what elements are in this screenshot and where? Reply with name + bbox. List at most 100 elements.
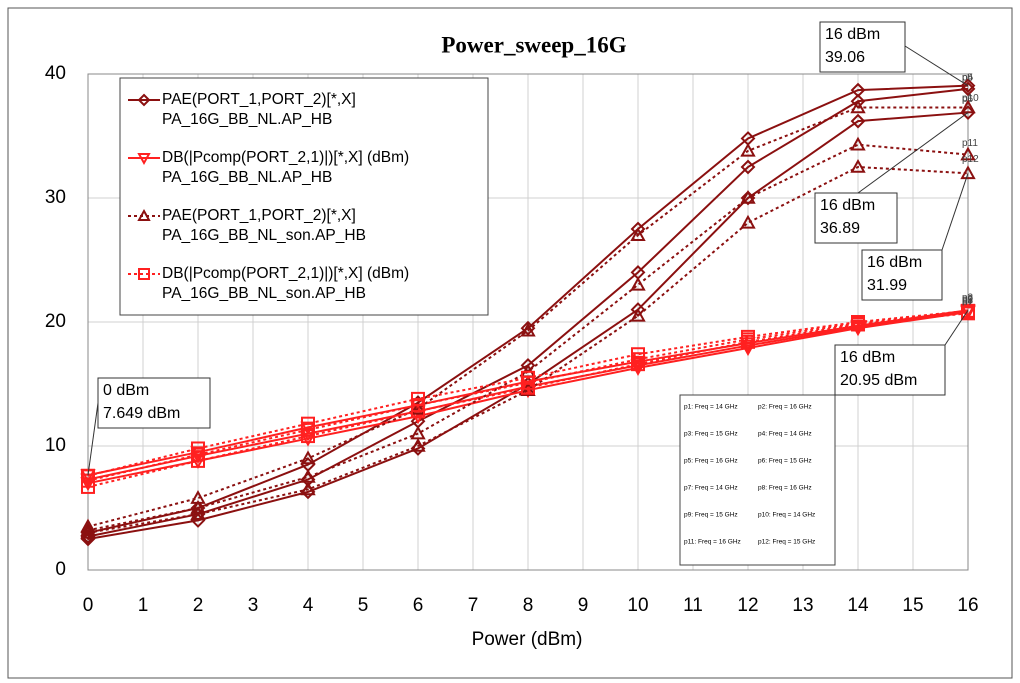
data-point xyxy=(740,142,756,157)
data-point xyxy=(740,189,756,204)
data-point xyxy=(850,136,866,151)
legend-source: PA_16G_BB_NL_son.AP_HB xyxy=(162,227,366,244)
annotation-leader xyxy=(941,173,969,251)
data-point xyxy=(411,404,425,419)
x-tick-label: 1 xyxy=(138,595,149,616)
annotation-leader xyxy=(904,45,969,87)
legend-box xyxy=(119,77,489,316)
annotation-box xyxy=(834,344,946,396)
marker-tag: p10 xyxy=(962,93,979,104)
series-line xyxy=(87,311,969,482)
marker-info: p9: Freq = 15 GHz xyxy=(684,512,738,519)
data-point xyxy=(960,81,976,97)
annotation-box xyxy=(97,377,211,429)
data-point xyxy=(631,357,645,372)
data-point xyxy=(190,446,206,461)
series-line xyxy=(87,312,969,488)
x-tick-label: 12 xyxy=(737,595,758,616)
data-point xyxy=(410,437,426,452)
data-point xyxy=(630,227,646,241)
marker-tag: p7 xyxy=(962,297,974,308)
annotation-text: 16 dBm xyxy=(840,349,895,366)
data-point xyxy=(630,362,646,376)
annotation-text: 36.89 xyxy=(820,220,860,237)
data-point xyxy=(851,317,865,332)
x-axis-label: Power (dBm) xyxy=(472,629,583,650)
legend-label: DB(|Pcomp(PORT_2,1)|)[*,X] (dBm) xyxy=(162,265,409,282)
data-point xyxy=(80,524,96,539)
data-point xyxy=(300,450,316,465)
data-point xyxy=(81,479,95,494)
annotation-box xyxy=(861,249,943,301)
data-point xyxy=(960,146,976,161)
data-point xyxy=(190,506,206,520)
y-tick-label: 30 xyxy=(45,187,66,208)
legend-marker xyxy=(138,268,150,280)
annotation-box xyxy=(814,192,898,244)
data-point xyxy=(741,334,755,349)
data-point xyxy=(630,302,646,318)
annotation-text: 31.99 xyxy=(867,277,907,294)
series-line xyxy=(87,106,968,528)
data-point xyxy=(960,165,976,180)
data-point xyxy=(850,113,866,129)
data-point xyxy=(850,158,866,173)
series-line xyxy=(87,309,969,477)
x-tick-label: 5 xyxy=(358,595,369,616)
marker-tag: p5 xyxy=(962,73,974,84)
marker-info: p4: Freq = 14 GHz xyxy=(758,431,812,438)
marker-tag: p11 xyxy=(962,138,978,149)
annotation-leader xyxy=(857,112,969,194)
marker-tag: p8 xyxy=(962,296,974,307)
x-tick-label: 16 xyxy=(957,595,978,616)
legend-label: DB(|Pcomp(PORT_2,1)|)[*,X] (dBm) xyxy=(162,149,409,166)
marker-tag: p12 xyxy=(962,154,979,165)
marker-info: p12: Freq = 15 GHz xyxy=(758,539,815,546)
x-tick-label: 7 xyxy=(468,595,479,616)
data-point xyxy=(520,322,536,337)
annotation-leader xyxy=(944,309,969,346)
marker-info: p6: Freq = 15 GHz xyxy=(758,458,812,465)
legend-source: PA_16G_BB_NL_son.AP_HB xyxy=(162,285,366,302)
annotation-text: 7.649 dBm xyxy=(103,405,180,422)
annotation-leader xyxy=(87,402,99,476)
legend-source: PA_16G_BB_NL.AP_HB xyxy=(162,111,332,128)
marker-info: p8: Freq = 16 GHz xyxy=(758,485,812,492)
x-tick-label: 10 xyxy=(627,595,648,616)
plot-border xyxy=(87,73,969,571)
data-point xyxy=(301,429,315,444)
marker-tag: p3 xyxy=(962,293,974,304)
legend-source: PA_16G_BB_NL.AP_HB xyxy=(162,169,332,186)
data-point xyxy=(300,481,316,496)
marker-tag: p1 xyxy=(962,297,974,308)
y-tick-label: 20 xyxy=(45,311,66,332)
data-point xyxy=(740,190,756,206)
marker-tag: p4 xyxy=(962,72,974,83)
marker-info: p3: Freq = 15 GHz xyxy=(684,431,738,438)
data-point xyxy=(521,380,535,395)
x-tick-label: 0 xyxy=(83,595,94,616)
data-point xyxy=(80,477,96,492)
x-tick-label: 3 xyxy=(248,595,259,616)
series-line xyxy=(87,165,969,534)
marker-tag: p9 xyxy=(962,294,974,305)
x-tick-label: 11 xyxy=(683,595,703,616)
annotation-text: 20.95 dBm xyxy=(840,372,917,389)
chart-title: Power_sweep_16G xyxy=(441,32,626,57)
marker-info: p2: Freq = 16 GHz xyxy=(758,404,812,411)
x-tick-label: 2 xyxy=(193,595,204,616)
legend-label: PAE(PORT_1,PORT_2)[*,X] xyxy=(162,91,356,108)
data-point xyxy=(300,432,316,447)
x-tick-label: 14 xyxy=(847,595,869,616)
annotation-text: 0 dBm xyxy=(103,382,149,399)
annotation-box xyxy=(819,21,906,73)
data-point xyxy=(630,276,646,291)
annotation-text: 39.06 xyxy=(825,49,865,66)
x-tick-label: 4 xyxy=(303,595,314,616)
legend-marker xyxy=(137,208,151,221)
x-tick-label: 15 xyxy=(902,595,923,616)
x-tick-label: 13 xyxy=(792,595,813,616)
y-tick-label: 40 xyxy=(45,63,66,84)
data-point xyxy=(410,400,426,415)
x-tick-label: 9 xyxy=(578,595,589,616)
